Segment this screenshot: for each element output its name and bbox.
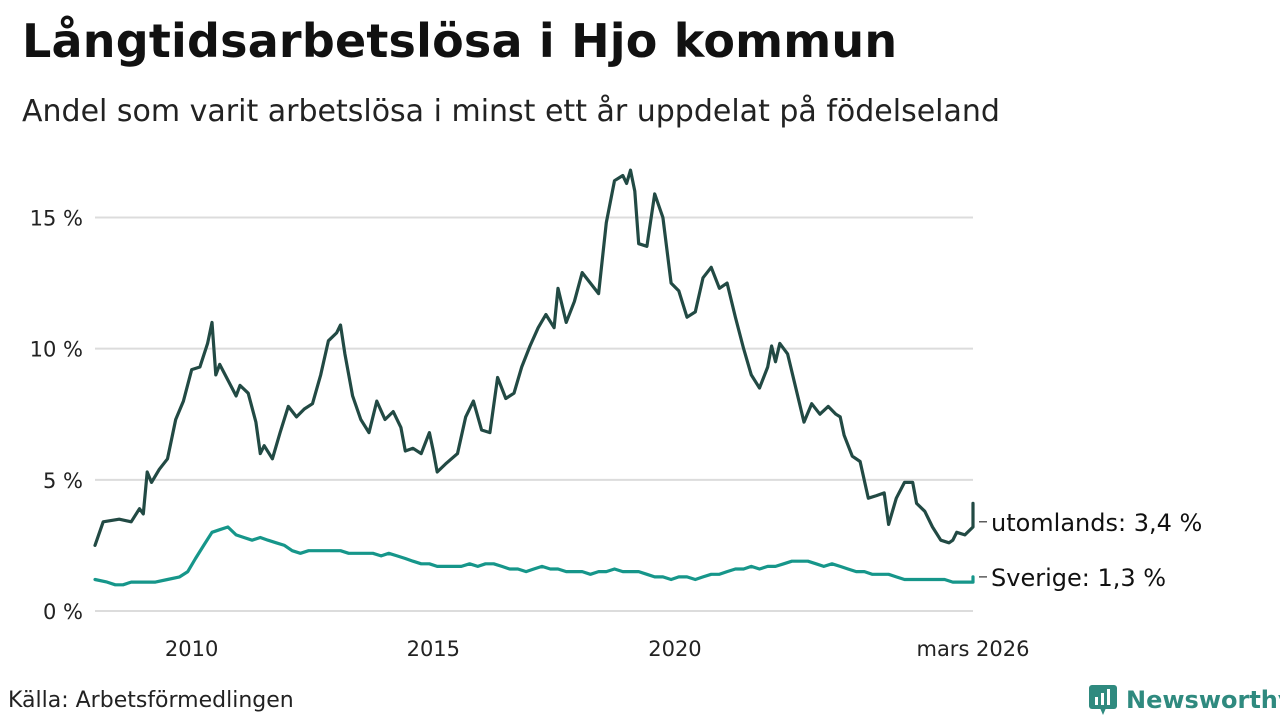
y-axis-ticks: 0 % 5 % 10 % 15 % — [30, 206, 83, 624]
series-line-sverige — [93, 525, 975, 587]
x-tick-label: mars 2026 — [916, 637, 1029, 661]
end-label-sverige: Sverige: 1,3 % — [991, 564, 1166, 592]
x-axis-ticks: 2010 2015 2020 mars 2026 — [165, 637, 1030, 661]
brand-name: Newsworthy — [1126, 686, 1280, 714]
series-end-labels: utomlands: 3,4 % Sverige: 1,3 % — [979, 509, 1202, 592]
newsworthy-logo-icon — [1089, 685, 1117, 715]
series-lines — [93, 168, 975, 587]
end-label-utomlands: utomlands: 3,4 % — [991, 509, 1202, 537]
x-tick-label: 2015 — [407, 637, 460, 661]
chart-title: Långtidsarbetslösa i Hjo kommun — [22, 14, 898, 68]
y-tick-label: 5 % — [43, 469, 83, 493]
y-tick-label: 0 % — [43, 600, 83, 624]
brand-logo[interactable]: Newsworthy — [1088, 684, 1280, 716]
x-tick-label: 2010 — [165, 637, 218, 661]
source-note: Källa: Arbetsförmedlingen — [8, 688, 294, 713]
series-line-utomlands — [93, 168, 975, 548]
x-tick-label: 2020 — [648, 637, 701, 661]
y-tick-label: 15 % — [30, 206, 83, 230]
gridlines — [95, 216, 973, 612]
y-tick-label: 10 % — [30, 338, 83, 362]
chart-subtitle: Andel som varit arbetslösa i minst ett å… — [22, 94, 1000, 129]
